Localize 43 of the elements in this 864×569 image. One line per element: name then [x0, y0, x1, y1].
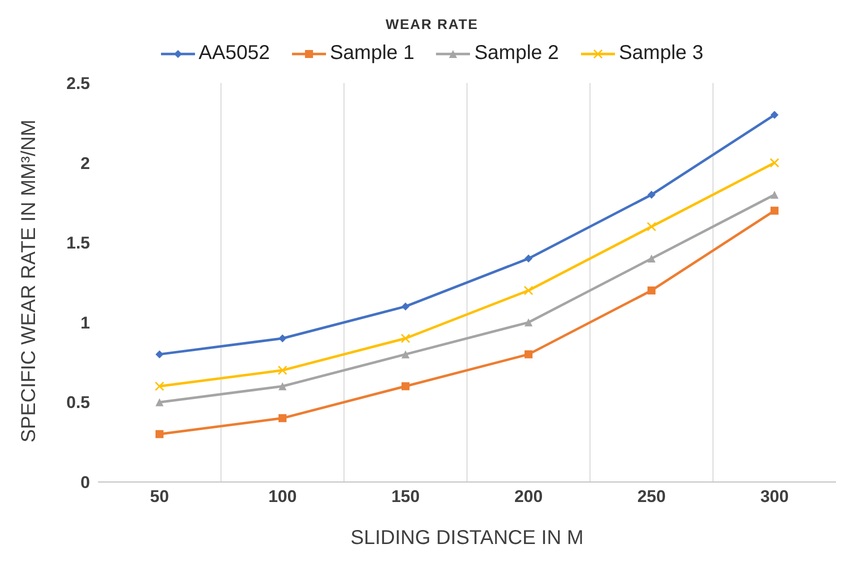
y-tick-label: 1	[80, 313, 90, 332]
point	[278, 414, 286, 422]
point	[156, 430, 164, 438]
legend-label: Sample 1	[330, 42, 414, 65]
y-tick-label: 2	[80, 154, 90, 173]
y-tick-label: 0.5	[66, 393, 90, 412]
point	[524, 286, 534, 296]
x-tick-label: 250	[637, 487, 666, 506]
point	[770, 110, 778, 119]
point	[524, 254, 532, 263]
x-tick-label: 50	[150, 487, 169, 506]
point	[648, 286, 656, 294]
legend-label: Sample 2	[474, 42, 559, 65]
x-axis-title: SLIDING DISTANCE IN M	[350, 527, 584, 549]
point	[770, 190, 778, 199]
point	[402, 302, 410, 310]
point	[154, 381, 164, 391]
y-tick-label: 2.5	[66, 74, 90, 94]
y-axis-title: SPECIFIC WEAR RATE IN MM³/NM	[18, 120, 40, 442]
point	[648, 190, 656, 199]
legend-label: Sample 3	[618, 42, 704, 65]
x-tick-label: 150	[391, 487, 420, 506]
point	[156, 398, 164, 406]
chart-title: WEAR RATE	[384, 15, 480, 34]
y-tick-label: 0	[80, 473, 90, 492]
x-tick-label: 300	[760, 487, 789, 506]
point	[156, 350, 164, 358]
point	[278, 382, 286, 390]
point	[278, 334, 286, 342]
x-tick-label: 200	[514, 487, 543, 506]
point	[646, 222, 656, 232]
point	[770, 206, 778, 215]
x-tick-label: 100	[268, 487, 297, 506]
point	[402, 382, 410, 390]
legend-label: AA5052	[198, 42, 270, 65]
point	[400, 334, 410, 344]
point	[402, 350, 410, 358]
point	[278, 366, 288, 376]
y-tick-label: 1.5	[66, 234, 90, 253]
point	[524, 318, 532, 326]
point	[648, 254, 656, 263]
point	[770, 158, 780, 168]
point	[524, 350, 532, 358]
